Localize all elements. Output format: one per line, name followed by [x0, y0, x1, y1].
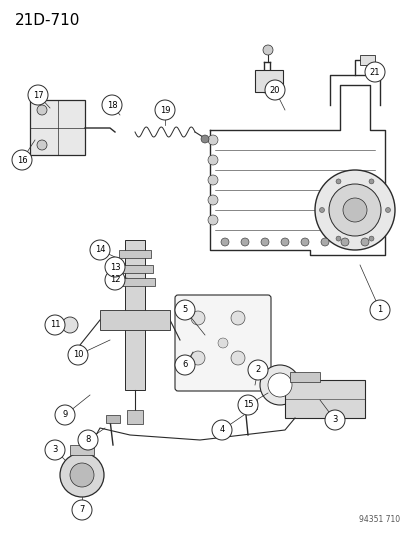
Circle shape	[230, 311, 244, 325]
Text: 20: 20	[269, 85, 280, 94]
FancyBboxPatch shape	[254, 70, 282, 92]
Circle shape	[280, 238, 288, 246]
FancyBboxPatch shape	[238, 400, 256, 409]
Text: 3: 3	[332, 416, 337, 424]
Text: 19: 19	[159, 106, 170, 115]
Circle shape	[28, 85, 48, 105]
Circle shape	[335, 179, 340, 184]
FancyBboxPatch shape	[359, 55, 374, 65]
Circle shape	[328, 184, 380, 236]
Circle shape	[368, 179, 373, 184]
Circle shape	[60, 453, 104, 497]
Circle shape	[12, 150, 32, 170]
Circle shape	[230, 351, 244, 365]
FancyBboxPatch shape	[106, 415, 120, 423]
Circle shape	[320, 238, 328, 246]
Circle shape	[102, 95, 122, 115]
Circle shape	[190, 351, 204, 365]
Circle shape	[45, 315, 65, 335]
Circle shape	[385, 207, 389, 213]
Circle shape	[247, 360, 267, 380]
Circle shape	[72, 500, 92, 520]
Text: 18: 18	[107, 101, 117, 109]
Text: 17: 17	[33, 91, 43, 100]
FancyBboxPatch shape	[125, 240, 145, 390]
Text: 21D-710: 21D-710	[15, 12, 80, 28]
FancyBboxPatch shape	[100, 310, 170, 330]
Text: 94351 710: 94351 710	[358, 515, 399, 524]
Circle shape	[360, 238, 368, 246]
Circle shape	[368, 236, 373, 241]
Text: 2: 2	[255, 366, 260, 375]
Circle shape	[207, 215, 218, 225]
FancyBboxPatch shape	[127, 410, 142, 424]
Text: 6: 6	[182, 360, 187, 369]
Circle shape	[340, 238, 348, 246]
Text: 21: 21	[369, 68, 379, 77]
FancyBboxPatch shape	[117, 265, 153, 273]
Circle shape	[37, 105, 47, 115]
Circle shape	[259, 365, 299, 405]
Text: 10: 10	[73, 351, 83, 359]
FancyBboxPatch shape	[175, 295, 271, 391]
Circle shape	[68, 345, 88, 365]
Text: 12: 12	[109, 276, 120, 285]
FancyBboxPatch shape	[289, 372, 319, 382]
Text: 7: 7	[79, 505, 85, 514]
Circle shape	[207, 175, 218, 185]
FancyBboxPatch shape	[70, 445, 94, 455]
Circle shape	[237, 395, 257, 415]
Circle shape	[300, 238, 308, 246]
Circle shape	[201, 135, 209, 143]
Circle shape	[221, 238, 228, 246]
Circle shape	[218, 338, 228, 348]
Circle shape	[264, 80, 284, 100]
Text: 8: 8	[85, 435, 90, 445]
Circle shape	[262, 45, 272, 55]
Circle shape	[260, 238, 268, 246]
Circle shape	[78, 430, 98, 450]
Circle shape	[364, 62, 384, 82]
Text: 4: 4	[219, 425, 224, 434]
Circle shape	[207, 195, 218, 205]
Circle shape	[45, 440, 65, 460]
Circle shape	[335, 236, 340, 241]
Circle shape	[175, 300, 195, 320]
Circle shape	[175, 355, 195, 375]
FancyBboxPatch shape	[30, 100, 85, 155]
Circle shape	[240, 238, 248, 246]
Circle shape	[55, 405, 75, 425]
FancyBboxPatch shape	[284, 380, 364, 418]
Circle shape	[62, 317, 78, 333]
Circle shape	[267, 373, 291, 397]
Text: 3: 3	[52, 446, 57, 455]
Circle shape	[342, 198, 366, 222]
Text: 14: 14	[95, 246, 105, 254]
Circle shape	[207, 155, 218, 165]
Circle shape	[154, 100, 175, 120]
Text: 11: 11	[50, 320, 60, 329]
Text: 1: 1	[377, 305, 382, 314]
Circle shape	[90, 240, 110, 260]
Text: 15: 15	[242, 400, 253, 409]
Circle shape	[105, 270, 125, 290]
Circle shape	[105, 257, 125, 277]
Text: 16: 16	[17, 156, 27, 165]
Circle shape	[314, 170, 394, 250]
Text: 5: 5	[182, 305, 187, 314]
Circle shape	[37, 140, 47, 150]
Text: 9: 9	[62, 410, 67, 419]
Circle shape	[207, 135, 218, 145]
Circle shape	[324, 410, 344, 430]
Circle shape	[211, 420, 231, 440]
Circle shape	[190, 311, 204, 325]
FancyBboxPatch shape	[119, 250, 151, 258]
FancyBboxPatch shape	[115, 278, 154, 286]
Text: 13: 13	[109, 262, 120, 271]
Circle shape	[369, 300, 389, 320]
Circle shape	[70, 463, 94, 487]
Circle shape	[319, 207, 324, 213]
